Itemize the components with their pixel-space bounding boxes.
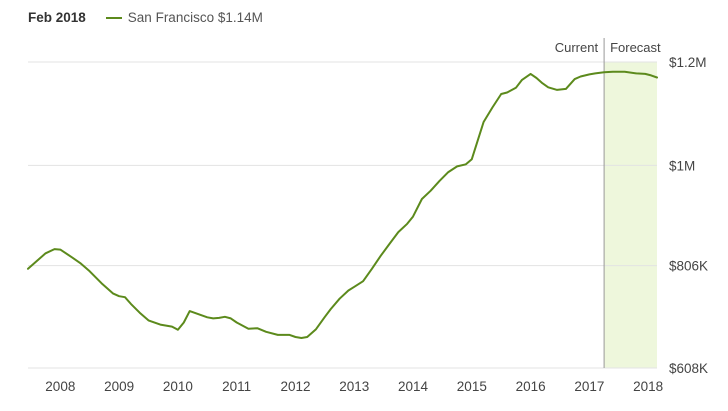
x-tick-label: 2017 bbox=[574, 379, 604, 394]
x-tick-label: 2010 bbox=[163, 379, 193, 394]
x-tick-label: 2014 bbox=[398, 379, 429, 394]
x-tick-label: 2011 bbox=[222, 379, 251, 394]
y-tick-label: $608K bbox=[669, 361, 708, 376]
y-tick-label: $1.2M bbox=[669, 55, 707, 70]
forecast-region bbox=[604, 62, 657, 368]
current-label: Current bbox=[555, 40, 599, 55]
legend-swatch bbox=[105, 16, 122, 19]
chart-legend: Feb 2018 San Francisco $1.14M bbox=[28, 10, 263, 25]
x-tick-label: 2009 bbox=[104, 379, 134, 394]
x-tick-label: 2013 bbox=[339, 379, 369, 394]
x-tick-label: 2012 bbox=[280, 379, 310, 394]
legend-series-label: San Francisco $1.14M bbox=[127, 10, 263, 25]
x-tick-label: 2016 bbox=[516, 379, 546, 394]
legend-date: Feb 2018 bbox=[28, 10, 86, 25]
x-tick-label: 2015 bbox=[457, 379, 487, 394]
x-tick-label: 2018 bbox=[633, 379, 663, 394]
y-tick-label: $806K bbox=[669, 259, 708, 274]
y-tick-label: $1M bbox=[669, 158, 695, 173]
forecast-label: Forecast bbox=[610, 40, 661, 55]
series-line-san-francisco bbox=[27, 70, 658, 339]
x-tick-label: 2008 bbox=[45, 379, 75, 394]
